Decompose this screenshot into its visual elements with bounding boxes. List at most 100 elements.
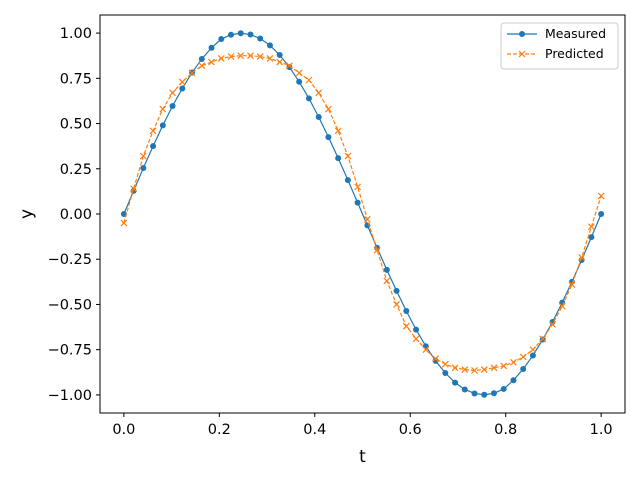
- data-point-predicted: [276, 58, 284, 66]
- y-tick-label: 0.00: [60, 207, 92, 223]
- data-point-measured: [490, 390, 497, 397]
- data-point-predicted: [217, 54, 225, 62]
- legend-label-measured: Measured: [545, 26, 606, 41]
- data-point-measured: [120, 211, 127, 217]
- data-point-measured: [383, 266, 390, 273]
- data-point-predicted: [393, 301, 401, 308]
- data-point-predicted: [159, 105, 167, 113]
- data-point-predicted: [139, 152, 147, 160]
- legend-item-measured: Measured: [507, 26, 606, 41]
- data-point-measured: [354, 199, 361, 206]
- data-point-predicted: [422, 346, 430, 354]
- data-point-predicted: [363, 216, 371, 223]
- data-point-predicted: [178, 78, 186, 86]
- data-point-predicted: [402, 322, 410, 330]
- data-point-measured: [237, 30, 244, 37]
- y-tick-label: 0.25: [60, 162, 92, 178]
- y-axis-label: y: [17, 209, 37, 219]
- x-axis-label: t: [359, 447, 366, 467]
- x-tick-label: 0.4: [303, 422, 326, 438]
- x-axis-ticks: 0.0 0.2 0.4 0.6 0.8 1.0: [112, 413, 613, 438]
- data-point-predicted: [237, 52, 245, 60]
- y-tick-label: 0.75: [60, 71, 92, 87]
- data-point-predicted: [344, 152, 352, 160]
- data-point-predicted: [568, 281, 576, 288]
- data-point-predicted: [247, 52, 254, 60]
- data-point-predicted: [412, 335, 420, 343]
- data-point-measured: [335, 155, 342, 162]
- data-point-measured: [315, 114, 322, 121]
- y-tick-label: −0.75: [48, 343, 92, 359]
- data-point-measured: [228, 31, 235, 38]
- y-tick-label: 1.00: [60, 26, 92, 42]
- data-point-predicted: [208, 58, 215, 66]
- data-point-measured: [529, 352, 536, 359]
- data-point-predicted: [597, 192, 605, 200]
- data-point-measured: [393, 287, 400, 294]
- series-line-measured: [123, 32, 602, 396]
- data-point-measured: [598, 211, 605, 217]
- data-point-predicted: [198, 62, 206, 70]
- legend: Measured Predicted: [500, 22, 619, 70]
- data-point-measured: [588, 234, 595, 241]
- data-point-predicted: [451, 364, 459, 372]
- data-point-predicted: [305, 76, 313, 84]
- data-point-predicted: [256, 53, 264, 61]
- data-point-measured: [140, 165, 147, 172]
- data-point-measured: [510, 377, 517, 384]
- data-point-predicted: [578, 253, 586, 261]
- data-point-predicted: [383, 277, 391, 285]
- data-point-predicted: [529, 346, 537, 354]
- data-point-measured: [344, 177, 351, 184]
- data-point-predicted: [490, 364, 498, 372]
- series-layer: [120, 30, 605, 398]
- data-point-measured: [247, 31, 254, 38]
- data-point-predicted: [539, 335, 547, 343]
- data-point-predicted: [149, 127, 157, 135]
- data-point-predicted: [519, 353, 527, 361]
- x-tick-label: 0.6: [399, 422, 422, 438]
- plot-frame: [99, 14, 626, 414]
- data-point-measured: [286, 64, 293, 71]
- series-predicted: [120, 52, 605, 374]
- data-point-predicted: [315, 89, 323, 97]
- data-point-measured: [403, 307, 410, 314]
- data-point-measured: [198, 55, 205, 62]
- data-point-predicted: [188, 69, 196, 77]
- y-tick-label: −0.50: [48, 297, 92, 313]
- x-tick-label: 0.0: [112, 422, 135, 438]
- legend-item-predicted: Predicted: [507, 46, 604, 61]
- data-point-predicted: [286, 62, 293, 70]
- data-point-predicted: [471, 367, 478, 374]
- series-measured: [120, 30, 605, 398]
- data-point-predicted: [266, 54, 274, 62]
- series-line-predicted: [123, 55, 602, 372]
- data-point-measured: [159, 122, 166, 129]
- data-point-measured: [325, 134, 332, 141]
- data-point-predicted: [295, 69, 303, 77]
- data-point-measured: [150, 143, 157, 150]
- data-point-predicted: [354, 183, 362, 191]
- data-point-predicted: [510, 358, 517, 366]
- data-point-predicted: [480, 366, 488, 374]
- data-point-measured: [413, 326, 420, 333]
- data-point-predicted: [130, 185, 138, 193]
- data-point-predicted: [461, 366, 469, 374]
- data-point-measured: [500, 385, 507, 392]
- data-point-predicted: [324, 105, 332, 113]
- x-tick-label: 0.8: [494, 422, 517, 438]
- data-point-measured: [305, 95, 312, 102]
- data-point-measured: [169, 102, 176, 109]
- data-point-predicted: [441, 360, 449, 368]
- data-point-predicted: [169, 89, 176, 97]
- data-point-measured: [257, 35, 264, 42]
- data-point-predicted: [227, 53, 235, 61]
- data-point-predicted: [500, 362, 508, 370]
- data-point-predicted: [120, 219, 128, 227]
- legend-label-predicted: Predicted: [545, 46, 604, 61]
- data-point-measured: [276, 51, 283, 58]
- data-point-predicted: [558, 302, 566, 310]
- data-point-measured: [208, 44, 215, 51]
- data-point-measured: [471, 390, 478, 397]
